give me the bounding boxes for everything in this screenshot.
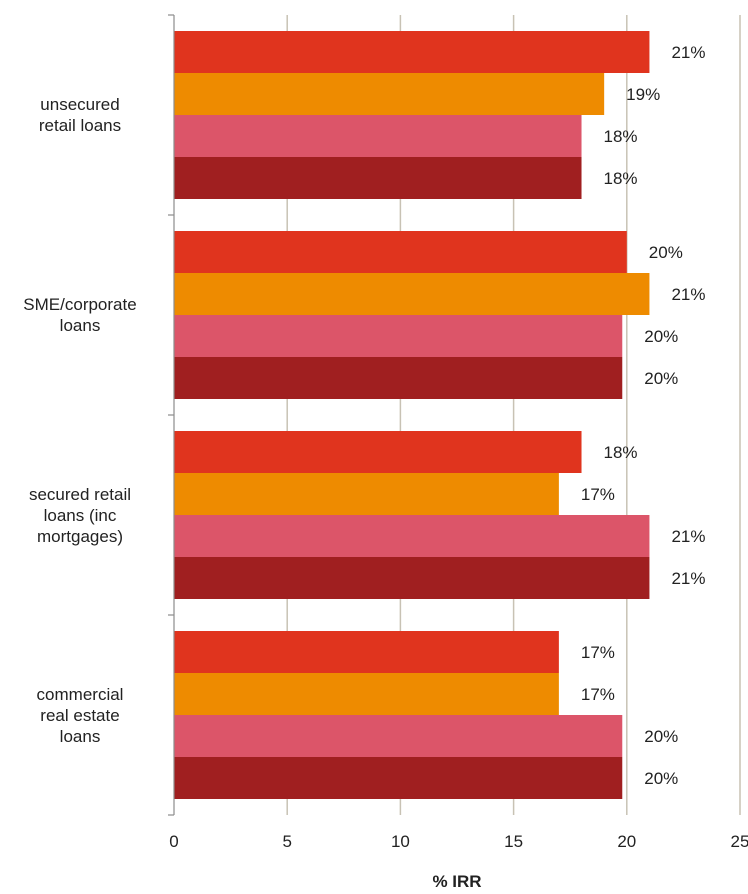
- data-labels: 21% 20% 18% 17% 19% 21% 17% 17% 18% 20% 21% 20% 18% 2…: [581, 43, 706, 788]
- data-label: 20%: [644, 327, 678, 346]
- x-tick-label: 0: [169, 832, 178, 851]
- x-tick-labels: 0 5 10 15 20 25: [169, 832, 748, 851]
- data-label: 20%: [644, 369, 678, 388]
- data-label: 17%: [581, 643, 615, 662]
- y-axis: [168, 14, 175, 816]
- bar: [174, 515, 650, 557]
- bar: [174, 557, 650, 599]
- x-tick-label: 20: [617, 832, 636, 851]
- bar: [174, 431, 582, 473]
- data-label: 20%: [644, 769, 678, 788]
- data-label: 20%: [644, 727, 678, 746]
- category-label: commercial real estate loans: [36, 684, 124, 746]
- category-label: SME/corporate loans: [23, 295, 137, 335]
- data-label: 17%: [581, 685, 615, 704]
- x-tick-label: 15: [504, 832, 523, 851]
- bar: [174, 315, 623, 357]
- data-label: 21%: [671, 569, 705, 588]
- data-label: 21%: [671, 285, 705, 304]
- bars: [174, 31, 650, 799]
- data-label: 18%: [604, 169, 638, 188]
- x-tick-label: 10: [391, 832, 410, 851]
- x-tick-label: 5: [282, 832, 291, 851]
- data-label: 18%: [604, 127, 638, 146]
- bar: [174, 757, 623, 799]
- bar: [174, 73, 605, 115]
- data-label: 17%: [581, 485, 615, 504]
- bar: [174, 231, 627, 273]
- bar: [174, 715, 623, 757]
- bar: [174, 357, 623, 399]
- data-label: 18%: [604, 443, 638, 462]
- bar: [174, 157, 582, 199]
- bar: [174, 31, 650, 73]
- x-axis-label: % IRR: [432, 872, 482, 891]
- data-label: 21%: [671, 527, 705, 546]
- bar: [174, 273, 650, 315]
- bar: [174, 673, 559, 715]
- category-label: unsecured retail loans: [38, 95, 122, 135]
- data-label: 20%: [649, 243, 683, 262]
- data-label: 21%: [671, 43, 705, 62]
- bar: [174, 473, 559, 515]
- data-label: 19%: [626, 85, 660, 104]
- x-tick-label: 25: [731, 832, 748, 851]
- category-label: secured retail loans (inc mortgages): [28, 484, 132, 546]
- bar: [174, 631, 559, 673]
- bar: [174, 115, 582, 157]
